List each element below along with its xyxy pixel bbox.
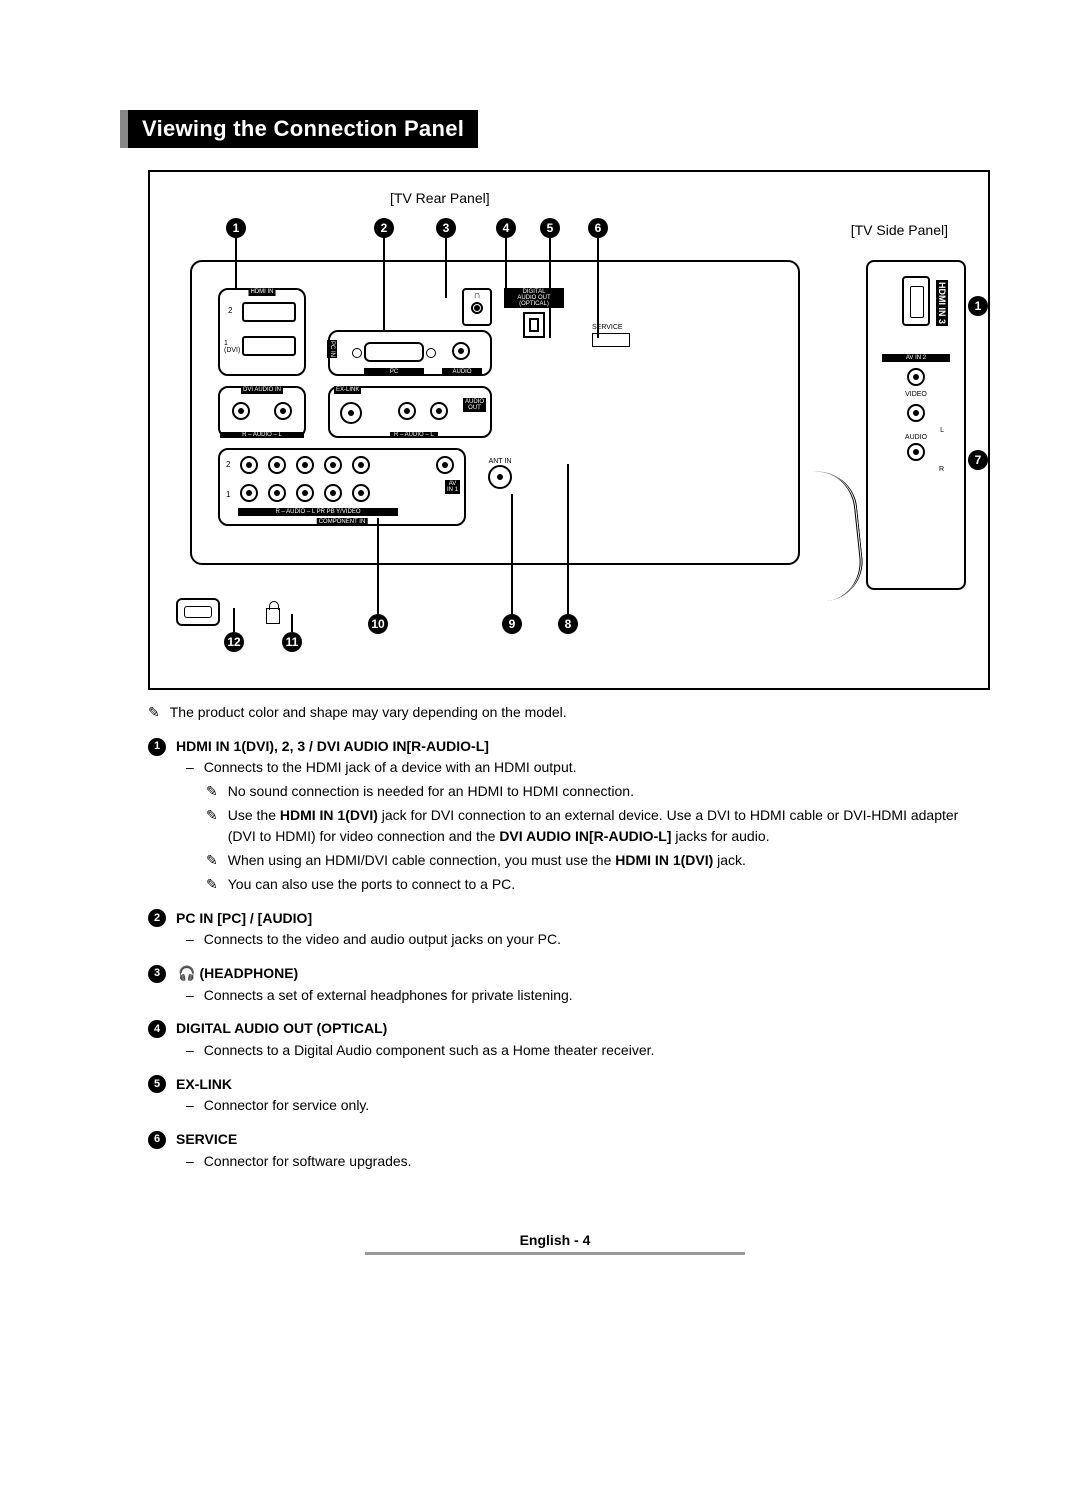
callout-3-top: 3 [436,218,456,238]
callout-4-top: 4 [496,218,516,238]
connection-panel-diagram: [TV Rear Panel] [TV Side Panel] 1 2 3 4 … [148,170,990,690]
hdmi-in-block: HDMI IN 2 1 (DVI) [218,288,306,376]
item-title: PC IN [PC] / [AUDIO] [176,908,312,930]
item-title: DIGITAL AUDIO OUT (OPTICAL) [176,1018,387,1040]
callout-1-top: 1 [226,218,246,238]
description-item: 5 EX-LINKConnector for service only. [148,1074,990,1117]
digital-audio-out: DIGITAL AUDIO OUT (OPTICAL) [504,288,564,342]
item-subnote: ✎ When using an HDMI/DVI cable connection… [206,850,990,872]
callout-1-side: 1 [968,296,988,316]
component-in-block: 2 1 R – AUDIO – L PR PB Y/VIDEO COMPONEN… [218,448,466,526]
rear-panel-outline: HDMI IN 2 1 (DVI) DVI AUDIO IN R – AUDIO… [190,260,800,565]
subnote-text: Use the HDMI IN 1(DVI) jack for DVI conn… [228,805,990,848]
power-inlet [176,598,220,626]
item-body: Connector for service only. [186,1095,990,1117]
item-line: Connects a set of external headphones fo… [186,985,990,1007]
item-title: EX-LINK [176,1074,232,1096]
item-body: Connector for software upgrades. [186,1151,990,1173]
callout-5-top: 5 [540,218,560,238]
disclaimer-text: The product color and shape may vary dep… [170,702,567,724]
callout-11: 11 [282,632,302,652]
callout-6-top: 6 [588,218,608,238]
title-accent [120,110,128,148]
item-number-badge: 4 [148,1020,166,1038]
kensington-lock-icon [266,608,280,624]
description-item: 1 HDMI IN 1(DVI), 2, 3 / DVI AUDIO IN[R-A… [148,736,990,896]
item-title: HDMI IN 1(DVI), 2, 3 / DVI AUDIO IN[R-AU… [176,736,489,758]
side-panel-outline: HDMI IN 3 AV IN 2 VIDEO L AUDIO R [866,260,966,590]
item-title: SERVICE [176,1129,237,1151]
headphone-icon: 🎧 [178,963,195,985]
item-body: Connects a set of external headphones fo… [186,985,990,1007]
pencil-icon: ✎ [206,874,218,896]
pc-in-block: PC IN PC AUDIO [328,330,492,376]
item-body: Connects to a Digital Audio component su… [186,1040,990,1062]
callout-8: 8 [558,614,578,634]
ant-in: ANT IN [488,458,512,494]
subnote-text: When using an HDMI/DVI cable connection,… [228,850,746,872]
pencil-icon: ✎ [206,850,218,872]
callout-7-side: 7 [968,450,988,470]
item-line: Connects to a Digital Audio component su… [186,1040,990,1062]
callout-12: 12 [224,632,244,652]
description-item: 6 SERVICEConnector for software upgrades. [148,1129,990,1172]
item-line: Connector for service only. [186,1095,990,1117]
service-port: SERVICE [592,324,630,347]
footer-text: English - 4 [520,1232,591,1248]
side-panel-label: [TV Side Panel] [851,222,948,238]
item-title: (HEADPHONE) [199,963,298,985]
item-number-badge: 2 [148,909,166,927]
description-item: 4 DIGITAL AUDIO OUT (OPTICAL)Connects to … [148,1018,990,1061]
section-title-bar: Viewing the Connection Panel [120,110,990,148]
callout-9: 9 [502,614,522,634]
item-subnote: ✎ No sound connection is needed for an HD… [206,781,990,803]
description-item: 3 🎧(HEADPHONE)Connects a set of external … [148,963,990,1006]
section-title: Viewing the Connection Panel [128,110,478,148]
notes-section: ✎ The product color and shape may vary d… [148,702,990,1172]
item-subnote: ✎Use the HDMI IN 1(DVI) jack for DVI con… [206,805,990,848]
panel-curve-hint [763,468,866,607]
pencil-icon: ✎ [206,781,218,803]
item-body: Connects to the video and audio output j… [186,929,990,951]
headphone-jack: ∩ [462,288,492,326]
item-number-badge: 1 [148,738,166,756]
rear-panel-label: [TV Rear Panel] [390,190,490,206]
item-body: Connects to the HDMI jack of a device wi… [186,757,990,895]
subnote-text: No sound connection is needed for an HDM… [228,781,634,803]
description-item: 2 PC IN [PC] / [AUDIO]Connects to the vid… [148,908,990,951]
item-subnote: ✎ You can also use the ports to connect t… [206,874,990,896]
item-line: Connects to the HDMI jack of a device wi… [186,757,990,779]
dvi-audio-block: DVI AUDIO IN R – AUDIO – L [218,386,306,438]
callout-2-top: 2 [374,218,394,238]
page-footer: English - 4 [120,1232,990,1255]
pencil-icon: ✎ [206,805,218,848]
item-number-badge: 5 [148,1075,166,1093]
footer-rule [365,1252,745,1255]
side-hdmi-in-3 [902,276,930,326]
item-number-badge: 3 [148,965,166,983]
subnote-text: You can also use the ports to connect to… [228,874,515,896]
item-line: Connector for software upgrades. [186,1151,990,1173]
disclaimer-note: ✎ The product color and shape may vary d… [148,702,990,724]
pencil-icon: ✎ [148,702,160,724]
item-line: Connects to the video and audio output j… [186,929,990,951]
exlink-block: EX-LINK AUDIO OUT R – AUDIO – L [328,386,492,438]
callout-10: 10 [368,614,388,634]
item-number-badge: 6 [148,1131,166,1149]
